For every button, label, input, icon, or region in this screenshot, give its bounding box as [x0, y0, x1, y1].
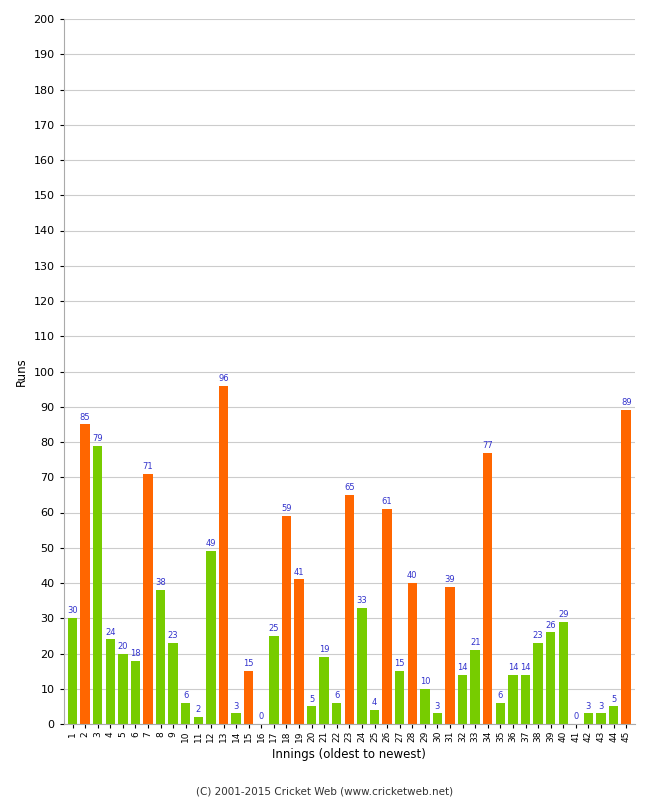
Bar	[395, 671, 404, 724]
Text: 10: 10	[420, 677, 430, 686]
Text: 19: 19	[319, 646, 330, 654]
Bar	[231, 714, 240, 724]
Text: 40: 40	[407, 571, 417, 580]
Text: 3: 3	[586, 702, 591, 710]
Text: 5: 5	[309, 694, 314, 703]
Text: 15: 15	[244, 659, 254, 668]
Bar	[534, 643, 543, 724]
Bar	[508, 674, 517, 724]
Text: 23: 23	[168, 631, 179, 640]
Text: 14: 14	[520, 663, 531, 672]
Bar	[93, 446, 103, 724]
Bar	[558, 622, 568, 724]
Bar	[244, 671, 254, 724]
Text: 14: 14	[508, 663, 518, 672]
Text: 3: 3	[435, 702, 440, 710]
Text: 89: 89	[621, 398, 632, 407]
Bar	[584, 714, 593, 724]
Bar	[68, 618, 77, 724]
Text: 77: 77	[482, 441, 493, 450]
Bar	[433, 714, 442, 724]
Text: 79: 79	[92, 434, 103, 442]
Bar	[194, 717, 203, 724]
Bar	[118, 654, 127, 724]
Bar	[269, 636, 279, 724]
Text: 24: 24	[105, 627, 116, 637]
Text: 2: 2	[196, 705, 201, 714]
Bar	[168, 643, 178, 724]
Text: (C) 2001-2015 Cricket Web (www.cricketweb.net): (C) 2001-2015 Cricket Web (www.cricketwe…	[196, 786, 454, 796]
Bar	[546, 632, 555, 724]
Text: 25: 25	[268, 624, 279, 633]
Text: 85: 85	[80, 413, 90, 422]
Text: 6: 6	[183, 691, 188, 700]
Bar	[143, 474, 153, 724]
Bar	[420, 689, 430, 724]
Bar	[131, 661, 140, 724]
Text: 21: 21	[470, 638, 480, 647]
Text: 41: 41	[294, 568, 304, 577]
Text: 3: 3	[233, 702, 239, 710]
Text: 15: 15	[395, 659, 405, 668]
Bar	[294, 579, 304, 724]
Text: 29: 29	[558, 610, 569, 619]
Bar	[219, 386, 228, 724]
Text: 18: 18	[130, 649, 141, 658]
Text: 33: 33	[357, 596, 367, 605]
Text: 65: 65	[344, 483, 355, 492]
Text: 59: 59	[281, 504, 292, 514]
Text: 30: 30	[67, 606, 78, 615]
Text: 6: 6	[334, 691, 339, 700]
Bar	[609, 706, 618, 724]
Bar	[281, 516, 291, 724]
Text: 3: 3	[599, 702, 604, 710]
Text: 14: 14	[458, 663, 468, 672]
Text: 0: 0	[259, 712, 264, 721]
Text: 49: 49	[205, 539, 216, 549]
Bar	[596, 714, 606, 724]
Bar	[319, 657, 329, 724]
Bar	[344, 495, 354, 724]
Bar	[621, 410, 631, 724]
Text: 39: 39	[445, 574, 456, 584]
Bar	[181, 703, 190, 724]
Y-axis label: Runs: Runs	[15, 357, 28, 386]
Text: 23: 23	[533, 631, 543, 640]
Bar	[307, 706, 317, 724]
Bar	[206, 551, 216, 724]
Bar	[358, 608, 367, 724]
Bar	[471, 650, 480, 724]
Bar	[496, 703, 505, 724]
Bar	[445, 586, 455, 724]
Text: 4: 4	[372, 698, 377, 707]
Bar	[521, 674, 530, 724]
Text: 26: 26	[545, 621, 556, 630]
Bar	[370, 710, 379, 724]
Bar	[105, 639, 115, 724]
Text: 0: 0	[573, 712, 578, 721]
Bar	[332, 703, 341, 724]
Bar	[81, 424, 90, 724]
Text: 71: 71	[143, 462, 153, 471]
Bar	[408, 583, 417, 724]
Text: 20: 20	[118, 642, 128, 650]
X-axis label: Innings (oldest to newest): Innings (oldest to newest)	[272, 748, 426, 761]
Text: 6: 6	[498, 691, 503, 700]
Text: 96: 96	[218, 374, 229, 382]
Bar	[483, 453, 493, 724]
Text: 5: 5	[611, 694, 616, 703]
Bar	[156, 590, 165, 724]
Text: 61: 61	[382, 497, 393, 506]
Bar	[382, 509, 392, 724]
Bar	[458, 674, 467, 724]
Text: 38: 38	[155, 578, 166, 587]
